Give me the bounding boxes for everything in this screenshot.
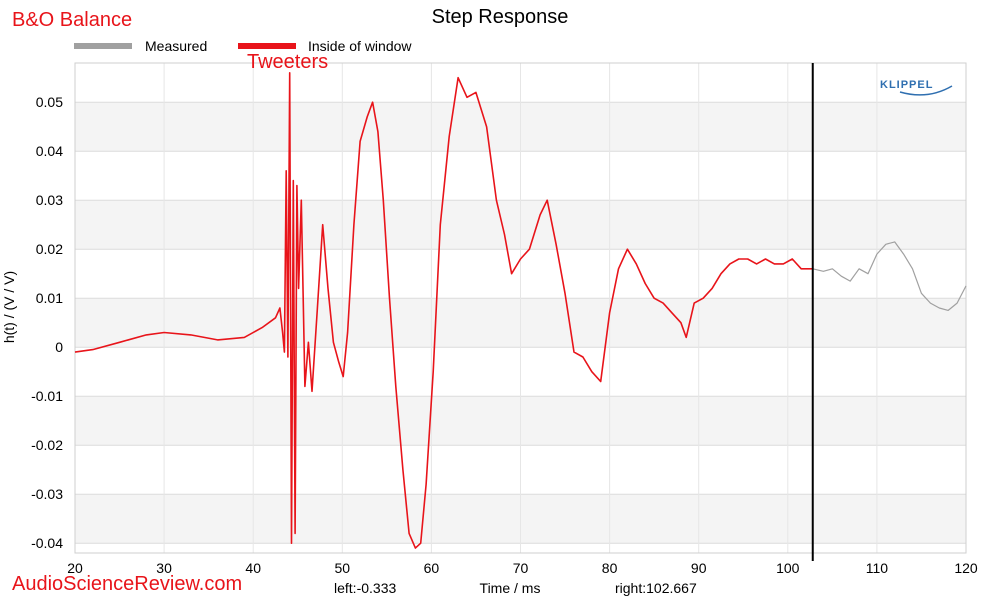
series-line-measured — [812, 241, 967, 311]
x-tick-label: 100 — [776, 560, 800, 576]
klippel-logo: KLIPPEL — [880, 79, 953, 96]
y-tick-label: -0.02 — [31, 437, 63, 453]
x-tick-label: 40 — [245, 560, 261, 576]
plot-frame — [74, 62, 967, 554]
x-tick-label: 30 — [156, 560, 172, 576]
klippel-logo-text: KLIPPEL — [880, 79, 933, 91]
y-tick-label: 0.05 — [36, 94, 63, 110]
x-tick-label: 60 — [424, 560, 440, 576]
tweeters-annotation: Tweeters — [247, 51, 328, 73]
y-tick-label: -0.01 — [31, 388, 63, 404]
legend: Measured Inside of window — [74, 38, 412, 54]
y-axis-ticks: 0.05 0.04 0.03 0.02 0.01 0 -0.01 -0.02 -0.03 -0.0… — [31, 94, 63, 551]
right-window-label: right:102.667 — [615, 580, 697, 596]
y-tick-label: -0.04 — [31, 535, 63, 551]
y-tick-label: 0.03 — [36, 192, 63, 208]
y-tick-label: -0.03 — [31, 486, 63, 502]
y-axis-label: h(t) / (V / V) — [1, 271, 17, 343]
chart-title: Step Response — [432, 6, 569, 28]
legend-label-inside-window: Inside of window — [308, 38, 412, 54]
legend-label-measured: Measured — [145, 38, 207, 54]
x-tick-label: 120 — [954, 560, 978, 576]
series-line-inside-of-window — [74, 72, 813, 549]
y-tick-label: 0.01 — [36, 290, 63, 306]
series-layer — [74, 72, 967, 549]
klippel-swoosh-icon — [899, 85, 953, 96]
y-tick-label: 0 — [55, 339, 63, 355]
x-tick-label: 70 — [513, 560, 529, 576]
left-window-label: left:-0.333 — [334, 580, 396, 596]
watermark: AudioScienceReview.com — [12, 573, 242, 595]
x-tick-label: 90 — [691, 560, 707, 576]
x-tick-label: 110 — [866, 560, 889, 576]
y-tick-label: 0.02 — [36, 241, 63, 257]
brand-title: B&O Balance — [12, 9, 132, 31]
x-tick-label: 80 — [602, 560, 618, 576]
x-axis-label: Time / ms — [480, 580, 541, 596]
x-tick-label: 50 — [335, 560, 351, 576]
y-tick-label: 0.04 — [36, 143, 63, 159]
x-tick-label: 20 — [67, 560, 83, 576]
x-axis-ticks: 20 30 40 50 60 70 80 90 100 110 120 — [67, 560, 978, 576]
